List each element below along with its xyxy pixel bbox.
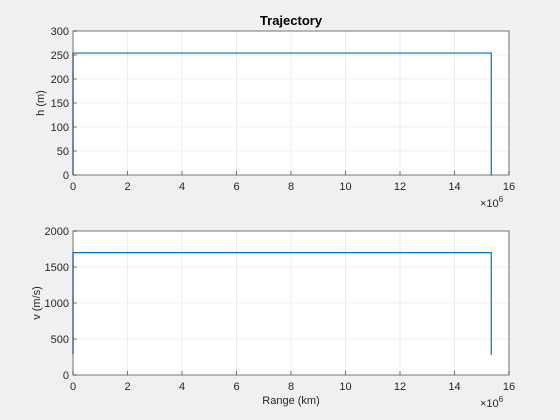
axes-altitude-x-exponent: ×106 <box>480 195 504 210</box>
x-tick-label: 14 <box>448 381 460 393</box>
y-tick-label: 200 <box>51 74 69 86</box>
y-tick-label: 150 <box>51 98 69 110</box>
axes-altitude: 0 2 4 6 8 10 12 14 16 0 50 100 150 200 250 300 Traject… <box>35 13 515 210</box>
x-tick-label: 4 <box>179 181 185 193</box>
x-tick-label: 0 <box>70 381 76 393</box>
x-tick-label: 16 <box>503 181 515 193</box>
x-tick-label: 6 <box>233 181 239 193</box>
x-tick-label: 8 <box>288 181 294 193</box>
y-tick-label: 2000 <box>45 226 69 238</box>
axes-altitude-ylabel: h (m) <box>35 90 47 116</box>
x-tick-label: 2 <box>124 381 130 393</box>
y-tick-label: 1000 <box>45 298 69 310</box>
x-tick-label: 12 <box>394 381 406 393</box>
x-tick-label: 6 <box>233 381 239 393</box>
y-tick-label: 1500 <box>45 262 69 274</box>
axes-velocity: 0 2 4 6 8 10 12 14 16 0 500 1000 1500 2000 v (m/s) R… <box>31 226 515 410</box>
axes-velocity-y-ticks: 0 500 1000 1500 2000 <box>45 226 77 382</box>
x-tick-label: 8 <box>288 381 294 393</box>
x-tick-label: 16 <box>503 381 515 393</box>
axes-velocity-x-ticks: 0 2 4 6 8 10 12 14 16 <box>70 371 515 393</box>
axes-altitude-x-ticks: 0 2 4 6 8 10 12 14 16 <box>70 171 515 193</box>
y-tick-label: 50 <box>57 146 69 158</box>
y-tick-label: 500 <box>51 334 69 346</box>
x-tick-label: 0 <box>70 181 76 193</box>
y-tick-label: 300 <box>51 26 69 38</box>
axes-altitude-y-ticks: 0 50 100 150 200 250 300 <box>51 26 77 182</box>
x-tick-label: 12 <box>394 181 406 193</box>
y-tick-label: 0 <box>63 370 69 382</box>
y-tick-label: 0 <box>63 170 69 182</box>
axes-altitude-box <box>72 30 510 176</box>
x-tick-label: 10 <box>339 381 351 393</box>
axes-velocity-x-exponent: ×106 <box>480 395 504 410</box>
axes-velocity-ylabel: v (m/s) <box>31 286 43 320</box>
x-tick-label: 10 <box>339 181 351 193</box>
chart-title: Trajectory <box>260 13 323 28</box>
axes-velocity-box <box>72 230 510 376</box>
x-tick-label: 14 <box>448 181 460 193</box>
axes-velocity-xlabel: Range (km) <box>262 395 319 407</box>
x-tick-label: 4 <box>179 381 185 393</box>
y-tick-label: 100 <box>51 122 69 134</box>
x-tick-label: 2 <box>124 181 130 193</box>
y-tick-label: 250 <box>51 50 69 62</box>
